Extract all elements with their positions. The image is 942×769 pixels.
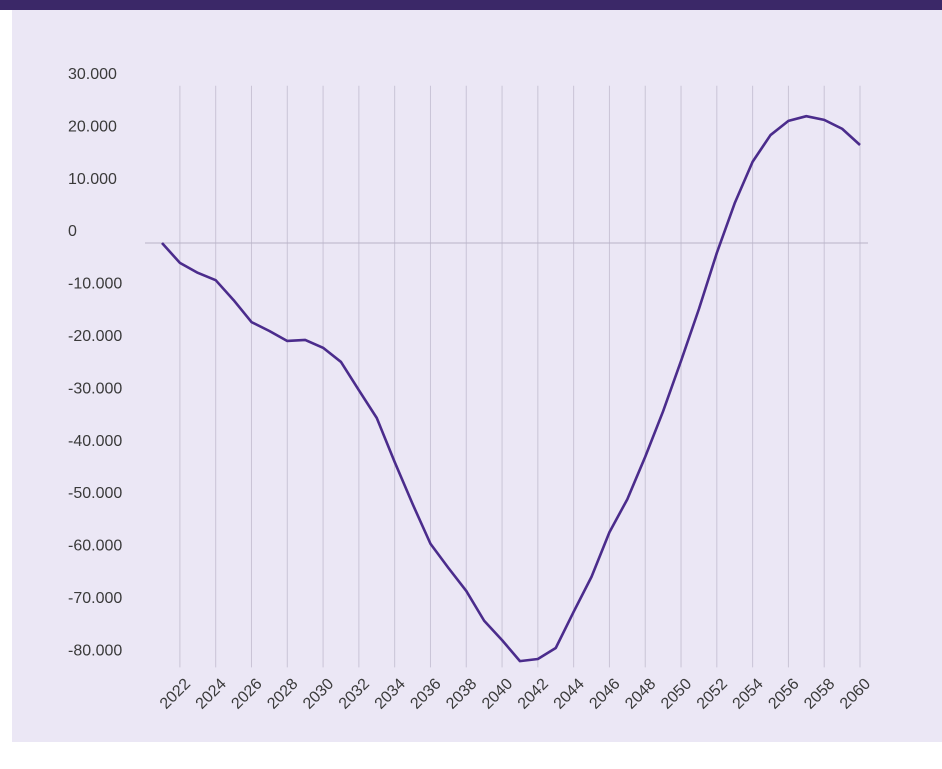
- y-tick-label: -70.000: [68, 590, 122, 607]
- x-tick-label: 2026: [228, 675, 265, 712]
- x-tick-label: 2056: [765, 675, 802, 712]
- x-tick-label: 2048: [622, 675, 659, 712]
- x-tick-label: 2036: [407, 675, 444, 712]
- y-tick-label: -50.000: [68, 485, 122, 502]
- y-tick-label: 30.000: [68, 66, 117, 83]
- y-tick-label: -20.000: [68, 328, 122, 345]
- data-line: [161, 114, 861, 663]
- x-tick-label: 2046: [586, 675, 623, 712]
- top-bar: [0, 0, 942, 10]
- x-tick-label: 2042: [515, 675, 552, 712]
- x-tick-label: 2034: [372, 675, 409, 712]
- y-tick-label: 20.000: [68, 118, 117, 135]
- y-tick-label: -30.000: [68, 380, 122, 397]
- x-tick-label: 2032: [336, 675, 373, 712]
- y-tick-label: -10.000: [68, 276, 122, 293]
- x-tick-label: 2054: [730, 675, 767, 712]
- x-tick-label: 2060: [837, 675, 874, 712]
- y-tick-label: 10.000: [68, 171, 117, 188]
- x-tick-label: 2022: [157, 675, 194, 712]
- x-tick-label: 2030: [300, 675, 337, 712]
- y-tick-label: -80.000: [68, 642, 122, 659]
- x-tick-label: 2040: [479, 675, 516, 712]
- y-tick-label: 0: [68, 223, 77, 240]
- y-tick-label: -40.000: [68, 433, 122, 450]
- x-tick-label: 2024: [193, 675, 230, 712]
- x-tick-label: 2052: [694, 675, 731, 712]
- chart-panel: [12, 10, 942, 742]
- x-tick-label: 2028: [264, 675, 301, 712]
- x-tick-label: 2044: [551, 675, 588, 712]
- x-tick-label: 2058: [801, 675, 838, 712]
- x-tick-label: 2050: [658, 675, 695, 712]
- x-tick-label: 2038: [443, 675, 480, 712]
- y-tick-label: -60.000: [68, 538, 122, 555]
